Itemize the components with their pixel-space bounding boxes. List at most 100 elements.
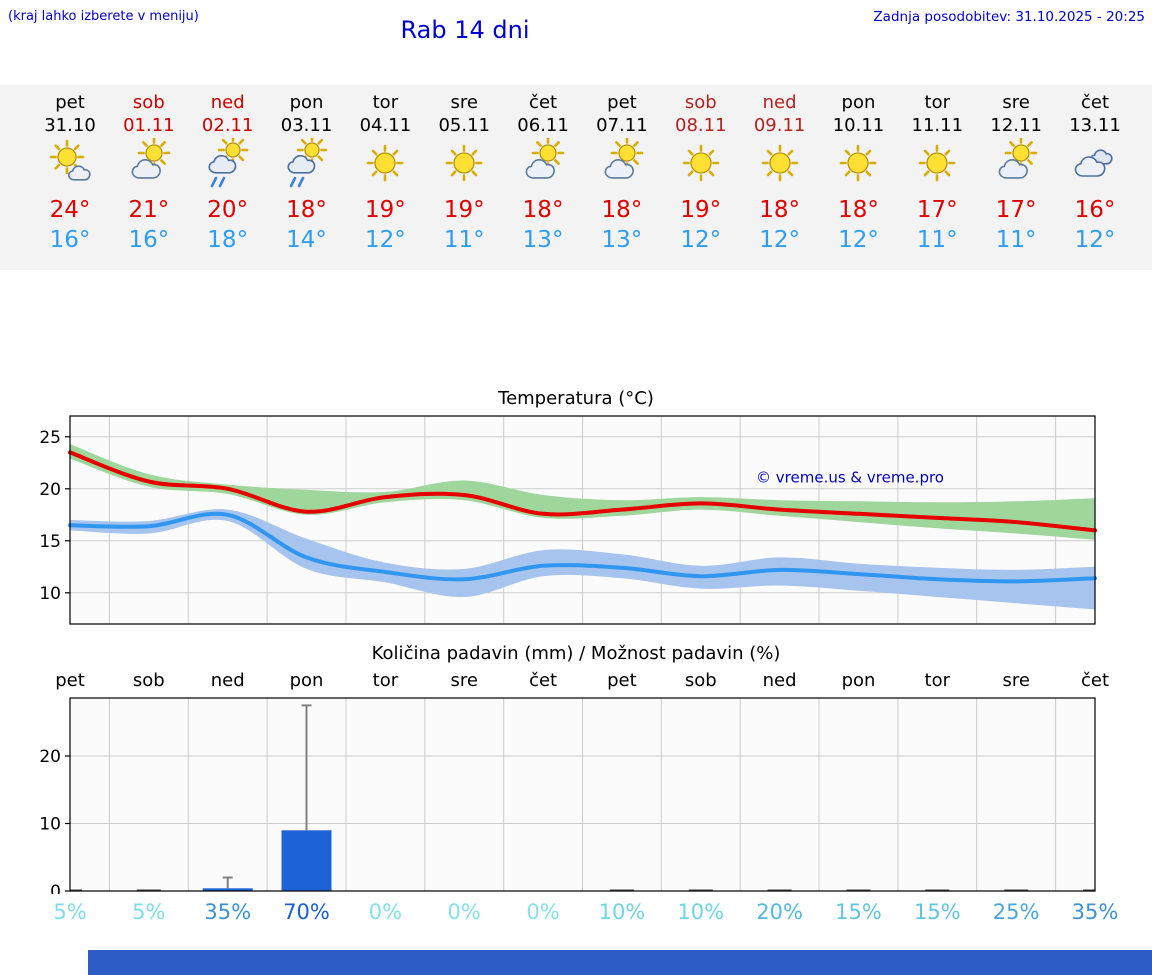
forecast-strip: pet 31.10 24° 16° sob 01.11 21° 16° ned 02.11 20° 1… (0, 85, 1152, 270)
day-name: sob (684, 92, 717, 113)
day-date: 11.11 (911, 115, 964, 136)
precip-day-label: sre (450, 670, 477, 691)
header: (kraj lahko izberete v meniju) Rab 14 dn… (0, 0, 1152, 85)
day-high-temp: 19° (443, 197, 485, 223)
day-date: 01.11 (123, 115, 175, 136)
precip-probability: 10% (598, 900, 646, 924)
page-title: Rab 14 dni (400, 16, 530, 44)
day-date: 02.11 (201, 115, 254, 136)
precip-day-label: tor (373, 670, 399, 691)
temp-y-tick: 10 (39, 584, 61, 604)
forecast-day: pet 07.11 18° 13° (578, 91, 666, 253)
precip-bar (70, 889, 82, 891)
sunny-icon (420, 138, 508, 190)
day-low-temp: 12° (1074, 227, 1116, 253)
precip-probability: 15% (835, 900, 882, 924)
precip-chart-title: Količina padavin (mm) / Možnost padavin … (371, 643, 781, 664)
day-date: 10.11 (832, 115, 885, 136)
forecast-day: pon 03.11 18° 14° (263, 91, 351, 253)
precip-day-label: ned (763, 670, 797, 691)
sunny-icon (736, 138, 824, 190)
sunny-icon (814, 138, 902, 190)
day-high-temp: 21° (128, 197, 170, 223)
day-date: 07.11 (596, 115, 648, 136)
precip-day-label: sob (685, 670, 717, 691)
precip-probability: 5% (53, 900, 87, 924)
day-low-temp: 13° (522, 227, 564, 253)
precip-day-label: ned (211, 670, 245, 691)
day-name: tor (924, 92, 951, 113)
day-low-temp: 12° (364, 227, 406, 253)
day-high-temp: 17° (995, 197, 1037, 223)
day-high-temp: 18° (286, 197, 327, 223)
day-low-temp: 14° (286, 227, 327, 253)
day-low-temp: 13° (601, 227, 643, 253)
precip-bar (1004, 889, 1029, 891)
precip-probability: 20% (756, 900, 803, 924)
sunny-icon (893, 138, 981, 190)
day-name: sre (450, 92, 478, 113)
day-high-temp: 18° (838, 197, 879, 223)
temperature-chart: © vreme.us & vreme.pro 10 15 20 25 (0, 413, 1152, 627)
day-date: 03.11 (280, 115, 333, 136)
precip-probability: 5% (132, 900, 166, 924)
watermark: © vreme.us & vreme.pro (756, 469, 944, 487)
forecast-day: sre 05.11 19° 11° (420, 91, 508, 253)
day-name: ned (210, 92, 245, 113)
temp-y-tick: 25 (39, 428, 61, 448)
precip-day-label: čet (529, 670, 557, 691)
day-low-temp: 16° (128, 227, 170, 253)
day-name: pet (55, 92, 85, 113)
precip-bar (136, 889, 161, 891)
precip-bar (1083, 889, 1095, 891)
day-name: pon (289, 92, 324, 113)
precip-probability-row: 5% 5% 35% 70% 0% 0% 0% 10% 10% 20% 15% 15% 25% 35% (0, 900, 1152, 930)
precip-bar (846, 889, 871, 891)
day-date: 12.11 (990, 115, 1042, 136)
day-name: ned (762, 92, 797, 113)
precip-bar (688, 889, 713, 891)
precip-day-label: pon (842, 670, 876, 691)
precipitation-chart-block: Količina padavin (mm) / Možnost padavin … (0, 643, 1152, 930)
day-low-temp: 11° (995, 227, 1037, 253)
partly-cloudy-icon (499, 138, 587, 190)
forecast-day: tor 04.11 19° 12° (341, 91, 429, 253)
forecast-day: čet 13.11 16° 12° (1051, 91, 1139, 253)
partly-cloudy-icon (972, 138, 1060, 190)
partly-cloudy-icon (578, 138, 666, 190)
forecast-day: čet 06.11 18° 13° (499, 91, 587, 253)
cloudy-icon (1051, 138, 1139, 190)
partly-sunny-icon (26, 138, 114, 190)
day-name: pet (607, 92, 637, 113)
forecast-day: tor 11.11 17° 11° (893, 91, 981, 253)
temp-y-tick: 15 (39, 532, 61, 552)
forecast-day: ned 02.11 20° 18° (184, 91, 272, 253)
day-low-temp: 12° (680, 227, 722, 253)
band-min-range (70, 509, 1095, 610)
sunny-icon (657, 138, 745, 190)
precip-y-tick: 0 (50, 882, 61, 894)
day-name: sob (132, 92, 165, 113)
precip-day-label: tor (925, 670, 951, 691)
temperature-plot: © vreme.us & vreme.pro 10 15 20 25 (39, 415, 1097, 625)
day-name: tor (372, 92, 399, 113)
day-date: 08.11 (675, 115, 727, 136)
band-max-range (70, 444, 1095, 540)
temp-y-tick: 20 (39, 480, 61, 500)
forecast-day: pon 10.11 18° 12° (814, 91, 902, 253)
day-date: 06.11 (517, 115, 569, 136)
precip-probability: 35% (204, 900, 252, 924)
precip-probability: 0% (526, 900, 560, 924)
precip-day-label: pon (290, 670, 324, 691)
precip-y-tick: 20 (39, 747, 61, 767)
precip-day-label: sre (1002, 670, 1029, 691)
precip-day-label: pet (55, 670, 85, 691)
precip-probability: 35% (1071, 900, 1119, 924)
precip-probability: 70% (283, 900, 330, 924)
line-max-temperature (68, 450, 1097, 533)
precipitation-chart: pet sob ned pon tor sre čet pet sob ned pon tor sre č… (0, 668, 1152, 902)
day-high-temp: 18° (759, 197, 800, 223)
bottom-banner[interactable] (88, 950, 1152, 975)
day-high-temp: 19° (364, 197, 406, 223)
day-low-temp: 11° (443, 227, 485, 253)
